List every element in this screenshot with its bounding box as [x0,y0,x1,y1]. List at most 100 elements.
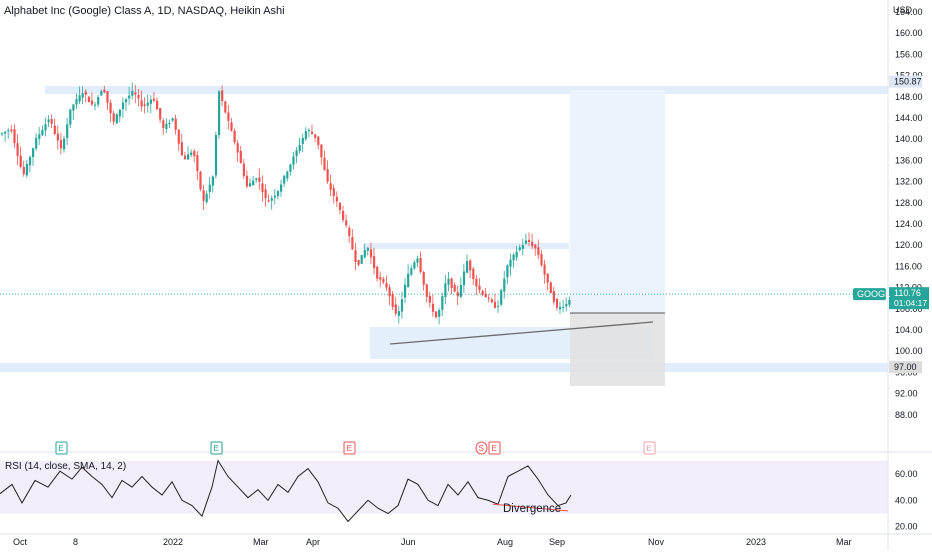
candle-body [41,129,44,136]
candle-body [323,157,326,170]
candle-body [425,284,428,297]
candle-body [205,193,208,203]
candle-body [400,299,404,312]
candle-body [159,108,162,120]
symbol-tag-bg [853,288,886,301]
time-tick-label: Jun [401,537,416,547]
candle-body [171,118,174,121]
candle-body [19,155,22,167]
price-tick-label: 132.00 [895,177,923,187]
candle-body [28,157,32,166]
candle-body [32,148,35,158]
candle-body [218,91,221,136]
earnings-marker [55,441,68,455]
candle-body [224,101,227,113]
time-tick-label: Apr [306,537,320,547]
price-tick-label: 124.00 [895,219,923,229]
candle-body [410,268,413,275]
candle-body [258,177,261,182]
candle-body [292,156,295,165]
candle-body [106,91,109,103]
candle-body [22,167,25,175]
divergence-annotation: Divergence [503,503,561,515]
candle-body [462,271,466,286]
candle-body [534,244,537,249]
candle-body [156,100,159,110]
candle-body [236,143,239,153]
candle-body [273,195,276,198]
candle-body [481,290,484,295]
candle-body [44,124,47,131]
candle-body [72,104,75,111]
candle-body [84,91,87,95]
price-tick-label: 120.00 [895,240,923,250]
price-tick-label: 148.00 [895,92,923,102]
candle-body [75,99,78,105]
candle-body [53,125,56,134]
candle-body [565,303,568,307]
candle-body [506,265,509,278]
price-tag-label: 150.87 [894,77,922,87]
candle-body [540,254,543,266]
time-tick-label: 2022 [163,537,183,547]
earnings-marker-label: E [492,444,497,453]
candle-body [255,178,258,181]
symbol-tag-label: GOOGL [857,289,890,299]
candle-body [128,95,131,99]
candle-body [267,200,270,202]
candle-body [332,188,335,197]
candle-body [360,255,363,264]
candle-body [478,285,481,291]
rsi-line [0,459,572,523]
time-tick-label: Oct [13,537,28,547]
candle-body [276,191,280,197]
candle-body [202,190,205,201]
time-tick-label: Aug [497,537,513,547]
rsi-band [0,460,888,514]
rsi-tick-label: 60.00 [895,469,918,479]
candle-body [214,134,218,176]
candle-body [221,90,224,101]
candle-body [47,119,50,123]
candle-body [211,176,214,186]
candle-body [394,304,397,314]
price-tick-label: 100.00 [895,346,923,356]
candle-body [435,311,438,318]
candle-body [528,239,531,243]
candle-body [103,89,106,93]
rsi-legend: RSI (14, close, SMA, 14, 2) [5,461,127,472]
candle-body [174,118,177,130]
candle-body [283,175,286,184]
candle-body [469,260,472,271]
candle-body [35,137,38,149]
candle-body [493,301,497,308]
candle-body [404,284,407,298]
candle-body [391,294,394,307]
candle-body [450,278,453,289]
time-tick-label: Mar [836,537,852,547]
candle-body [552,291,555,302]
countdown-label: 01:04:17 [894,298,927,308]
range-top-zone [363,243,569,249]
candle-body [280,184,283,192]
candle-body [301,137,304,144]
earnings-marker-label: E [347,444,352,453]
candle-body [63,138,66,150]
candle-body [115,114,118,124]
candle-body [497,305,500,307]
candle-body [286,171,289,179]
candle-body [382,278,385,283]
candle-body [562,307,565,309]
candle-body [230,122,233,131]
earnings-marker [488,441,501,455]
target-box [570,90,665,313]
candle-body [25,163,28,176]
earnings-marker-label: E [214,444,219,453]
price-tag-label: 97.00 [894,362,917,372]
candle-body [304,131,307,139]
candle-body [162,120,165,128]
candle-body [180,142,183,156]
candle-body [509,259,512,267]
